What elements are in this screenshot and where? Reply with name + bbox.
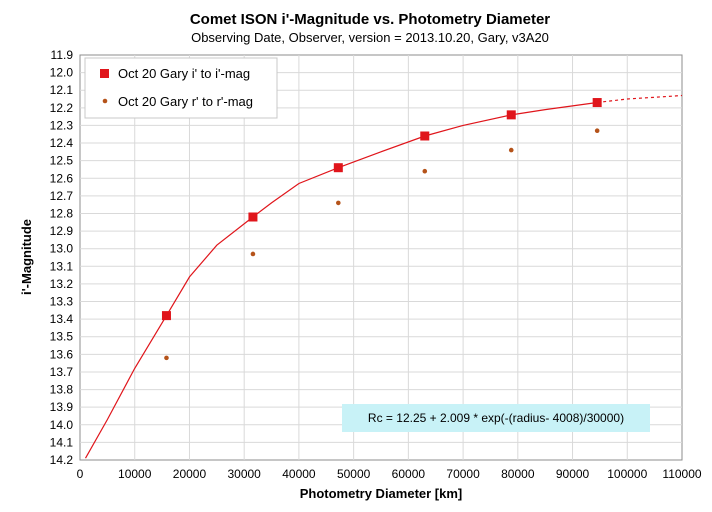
y-tick-label: 12.5 [50,154,74,168]
fit-line-solid [84,101,598,459]
x-tick-label: 20000 [173,467,207,481]
y-tick-label: 12.0 [50,66,74,80]
y-tick-label: 13.7 [50,365,74,379]
legend-label-i: Oct 20 Gary i' to i'-mag [118,66,250,81]
y-tick-label: 12.1 [50,83,74,97]
x-tick-label: 70000 [446,467,480,481]
x-tick-label: 50000 [337,467,371,481]
y-tick-label: 13.1 [50,259,74,273]
legend-marker-dot [102,98,108,104]
y-tick-label: 12.9 [50,224,74,238]
x-tick-label: 100000 [607,467,647,481]
legend-label-r: Oct 20 Gary r' to r'-mag [118,94,253,109]
gridlines [80,55,682,460]
y-tick-labels: 11.9 12.0 12.1 12.2 12.3 12.4 12.5 12.6 12.7 12.8… [50,48,74,467]
x-axis-title: Photometry Diameter [km] [300,486,463,501]
data-point-r-mag [250,251,256,257]
data-point-r-mag [164,355,169,361]
x-tick-label: 0 [77,467,84,481]
y-tick-label: 14.2 [50,453,74,467]
fit-line-dashed [597,94,683,104]
y-tick-label: 12.8 [50,206,74,220]
y-tick-label: 13.2 [50,277,74,291]
y-tick-label: 12.6 [50,171,74,185]
x-tick-label: 110000 [662,467,701,481]
data-point-i-mag [161,311,171,321]
y-tick-label: 14.0 [50,418,74,432]
data-point-i-mag [248,212,258,222]
data-point-r-mag [422,168,428,174]
y-tick-label: 12.2 [50,101,74,115]
fit-curve [84,94,683,459]
data-point-i-mag [333,163,343,173]
data-points [161,98,602,361]
y-tick-label: 12.3 [50,118,74,132]
data-point-r-mag [594,128,600,134]
data-point-i-mag [420,131,430,141]
legend: Oct 20 Gary i' to i'-mag Oct 20 Gary r' … [84,57,278,119]
x-tick-label: 80000 [501,467,535,481]
y-tick-label: 14.1 [50,435,74,449]
equation-background [342,404,650,432]
x-tick-label: 90000 [556,467,590,481]
legend-marker-square [100,69,109,78]
y-tick-label: 13.3 [50,295,74,309]
y-tick-label: 13.8 [50,383,74,397]
data-point-i-mag [506,110,516,120]
x-tick-label: 10000 [118,467,152,481]
x-tick-label: 40000 [282,467,316,481]
x-tick-labels: 0 10000 20000 30000 40000 50000 60000 70000 8000… [77,467,702,481]
y-tick-label: 13.5 [50,330,74,344]
fit-equation-box: Rc = 12.25 + 2.009 * exp(-(radius- 4008)… [342,404,650,432]
equation-label: Rc = 12.25 + 2.009 * exp(-(radius- 4008)… [368,411,624,425]
plot-area [79,54,683,461]
data-point-r-mag [508,147,514,153]
x-tick-label: 30000 [227,467,261,481]
chart-subtitle: Observing Date, Observer, version = 2013… [191,30,549,45]
y-tick-label: 13.9 [50,400,74,414]
y-tick-label: 13.6 [50,347,74,361]
y-tick-label: 11.9 [51,48,74,62]
x-tick-label: 60000 [392,467,426,481]
y-tick-label: 12.7 [50,189,74,203]
chart-title: Comet ISON i'-Magnitude vs. Photometry D… [190,11,550,28]
data-point-i-mag [592,98,602,108]
data-point-r-mag [336,200,341,206]
y-axis-title: i'-Magnitude [19,219,34,295]
y-tick-label: 13.4 [50,312,74,326]
y-tick-label: 12.4 [50,136,74,150]
y-tick-label: 13.0 [50,242,74,256]
legend-box [84,57,278,119]
